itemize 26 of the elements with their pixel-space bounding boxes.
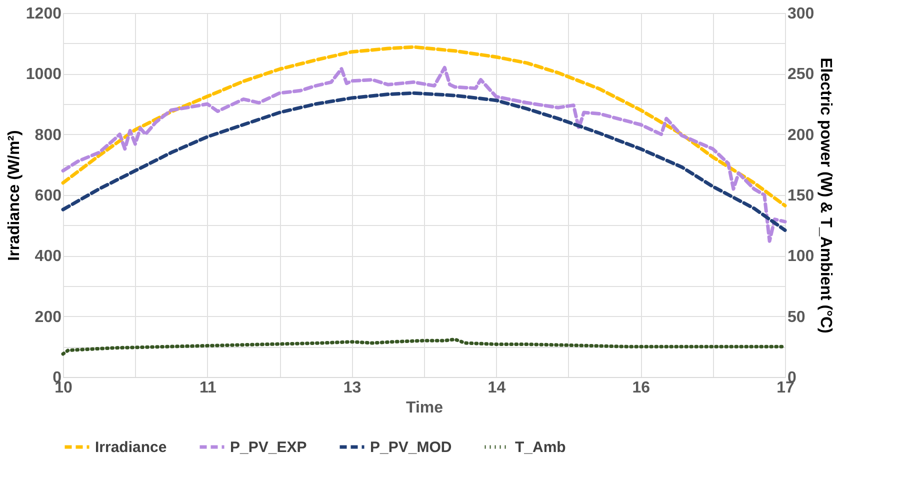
legend-label: P_PV_EXP — [230, 439, 307, 456]
x-tick-label: 11 — [199, 380, 216, 396]
y2-tick-label: 100 — [788, 248, 814, 266]
x-tick-label: 14 — [488, 380, 506, 396]
y-tick-label: 1000 — [26, 66, 62, 84]
y2-tick-label: 250 — [788, 66, 814, 84]
y-tick-label: 600 — [34, 188, 62, 204]
y-axis-title: Irradiance (W/m²) — [6, 130, 23, 261]
y-tick-label: 200 — [34, 308, 62, 326]
y2-tick-label: 300 — [788, 6, 814, 22]
x-tick-label: 13 — [343, 380, 362, 396]
line-series — [61, 45, 787, 208]
legend-label: P_PV_MOD — [370, 439, 452, 456]
y2-tick-label: 200 — [788, 126, 814, 144]
legend-label: Irradiance — [95, 439, 167, 456]
y2-tick-label: 50 — [788, 308, 806, 326]
y-tick-label: 400 — [34, 248, 62, 266]
x-tick-label: 16 — [632, 380, 650, 396]
y-tick-label: 1200 — [26, 6, 62, 22]
line-series — [61, 91, 787, 232]
legend-label: T_Amb — [515, 439, 566, 456]
y2-axis-title: Electric power (W) & T_Ambient (°C) — [817, 58, 834, 334]
x-axis-title: Time — [406, 400, 444, 416]
y2-tick-label: 150 — [788, 188, 814, 204]
y-tick-label: 800 — [34, 126, 62, 144]
line-series — [61, 66, 787, 243]
